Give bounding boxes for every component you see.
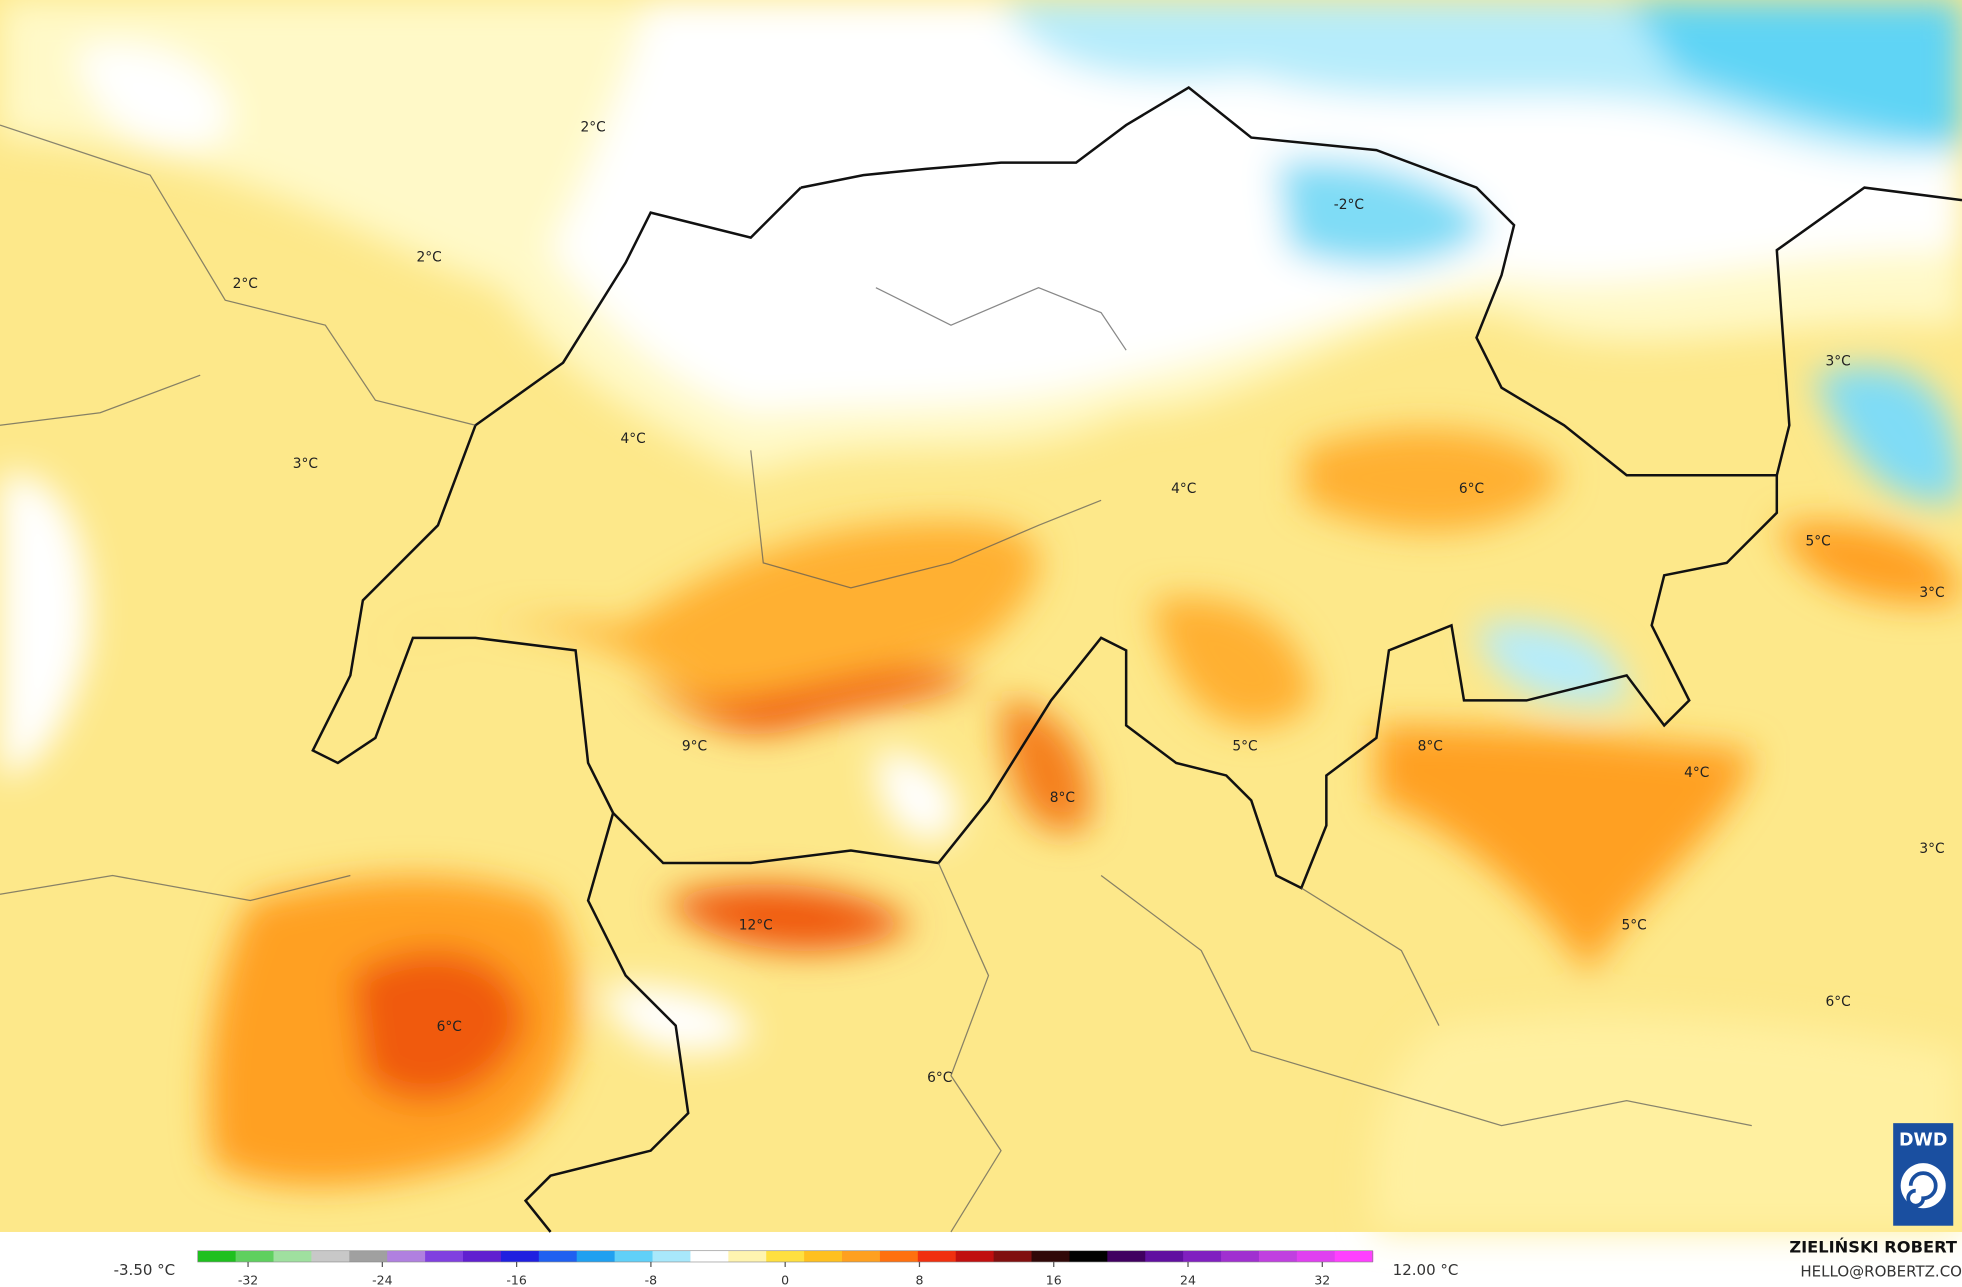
colorbar-segment — [500, 1250, 540, 1262]
border-southwest — [523, 812, 690, 1233]
colorbar-segment — [842, 1250, 881, 1262]
temperature-label: 3°C — [1826, 353, 1851, 369]
region-border — [0, 124, 476, 426]
colorbar-segment — [311, 1250, 350, 1262]
colorbar-tick-label: 16 — [1046, 1273, 1062, 1287]
colorbar: -32 -24 -16 -8 0 8 16 24 32 — [197, 1250, 1374, 1287]
colorbar-tick-label: 8 — [915, 1273, 923, 1287]
region-border — [937, 862, 1002, 1233]
colorbar-segment — [728, 1250, 767, 1262]
colorbar-segment — [766, 1250, 805, 1262]
colorbar-segment — [387, 1250, 426, 1262]
min-value: -3.50 °C — [114, 1261, 176, 1279]
field-blobs — [0, 0, 1962, 1232]
colorbar-tick-label: -24 — [372, 1273, 392, 1287]
colorbar-segment — [652, 1250, 692, 1262]
author: ZIELIŃSKI ROBERT — [1789, 1238, 1957, 1257]
colorbar-segment — [1334, 1250, 1374, 1262]
colorbar-segment — [1107, 1250, 1146, 1262]
temperature-field — [0, 0, 1962, 1232]
contact: HELLO@ROBERTZ.CO — [1800, 1262, 1962, 1280]
temperature-label: 2°C — [580, 120, 605, 136]
temperature-label: 5°C — [1805, 534, 1830, 550]
temperature-label: 3°C — [1919, 841, 1944, 857]
colorbar-segment — [1296, 1250, 1336, 1262]
colorbar-segment — [197, 1250, 237, 1262]
temperature-label: 4°C — [1684, 765, 1709, 781]
region-borders — [0, 124, 1752, 1233]
dwd-logo: DWD — [1893, 1123, 1954, 1226]
colorbar-segment — [273, 1250, 313, 1262]
temperature-label: 8°C — [1050, 790, 1075, 806]
colorbar-tick-label: -16 — [506, 1273, 526, 1287]
colorbar-segment — [576, 1250, 616, 1262]
colorbar-segment — [349, 1250, 388, 1262]
colorbar-segment — [425, 1250, 464, 1262]
temperature-label: 5°C — [1622, 918, 1647, 934]
temperature-label: 2°C — [233, 276, 258, 292]
border-north — [800, 86, 1962, 477]
colorbar-segment — [879, 1250, 919, 1262]
region-border — [750, 450, 1102, 589]
colorbar-segment — [1221, 1250, 1260, 1262]
logo-swirl-line — [1906, 1171, 1938, 1208]
colorbar-segment — [1183, 1250, 1222, 1262]
colorbar-segment — [955, 1250, 995, 1262]
colorbar-tick-label: 0 — [781, 1273, 789, 1287]
colorbar-segment — [690, 1250, 729, 1262]
region-border — [1100, 875, 1752, 1127]
temperature-label: 3°C — [293, 456, 318, 472]
colorbar-segment — [538, 1250, 578, 1262]
colorbar-segment — [993, 1250, 1033, 1262]
colorbar-segment — [804, 1250, 843, 1262]
country-borders — [311, 86, 1962, 1233]
colorbar-tick-label: -32 — [238, 1273, 258, 1287]
colorbar-segment — [1258, 1250, 1298, 1262]
colorbar-segment — [614, 1250, 654, 1262]
logo-text: DWD — [1899, 1131, 1947, 1151]
temperature-label: 12°C — [739, 918, 773, 934]
region-border — [0, 374, 201, 426]
temperature-label: -2°C — [1334, 197, 1364, 213]
border-central — [311, 186, 1779, 890]
temperature-label: 6°C — [437, 1019, 462, 1035]
colorbar-segment — [463, 1250, 502, 1262]
temperature-label: 6°C — [1459, 481, 1484, 497]
region-border — [0, 874, 351, 902]
temperature-labels: 2°C 2°C 2°C -2°C 3°C 4°C 4°C 6°C 3°C 5°C 3°C 9°C 5°C… — [233, 120, 1945, 1087]
temperature-label: 6°C — [1826, 994, 1851, 1010]
colorbar-segment — [1145, 1250, 1184, 1262]
colorbar-tick-label: -8 — [645, 1273, 658, 1287]
colorbar-tick-label: 24 — [1180, 1273, 1196, 1287]
temperature-label: 5°C — [1232, 739, 1257, 755]
region-border — [1300, 887, 1440, 1026]
logo-swirl — [1900, 1163, 1946, 1209]
max-value: 12.00 °C — [1393, 1261, 1459, 1279]
colorbar-tick-label: 32 — [1314, 1273, 1330, 1287]
colorbar-segment — [917, 1250, 957, 1262]
temperature-label: 2°C — [417, 250, 442, 266]
temperature-label: 3°C — [1919, 585, 1944, 601]
region-border — [875, 286, 1127, 351]
temperature-label: 6°C — [927, 1070, 952, 1086]
colorbar-segment — [235, 1250, 275, 1262]
temperature-label: 4°C — [621, 431, 646, 447]
temperature-label: 8°C — [1418, 739, 1443, 755]
temperature-label: 4°C — [1171, 481, 1196, 497]
colorbar-segment — [1031, 1250, 1071, 1262]
temperature-label: 9°C — [682, 739, 707, 755]
colorbar-segment — [1069, 1250, 1108, 1262]
